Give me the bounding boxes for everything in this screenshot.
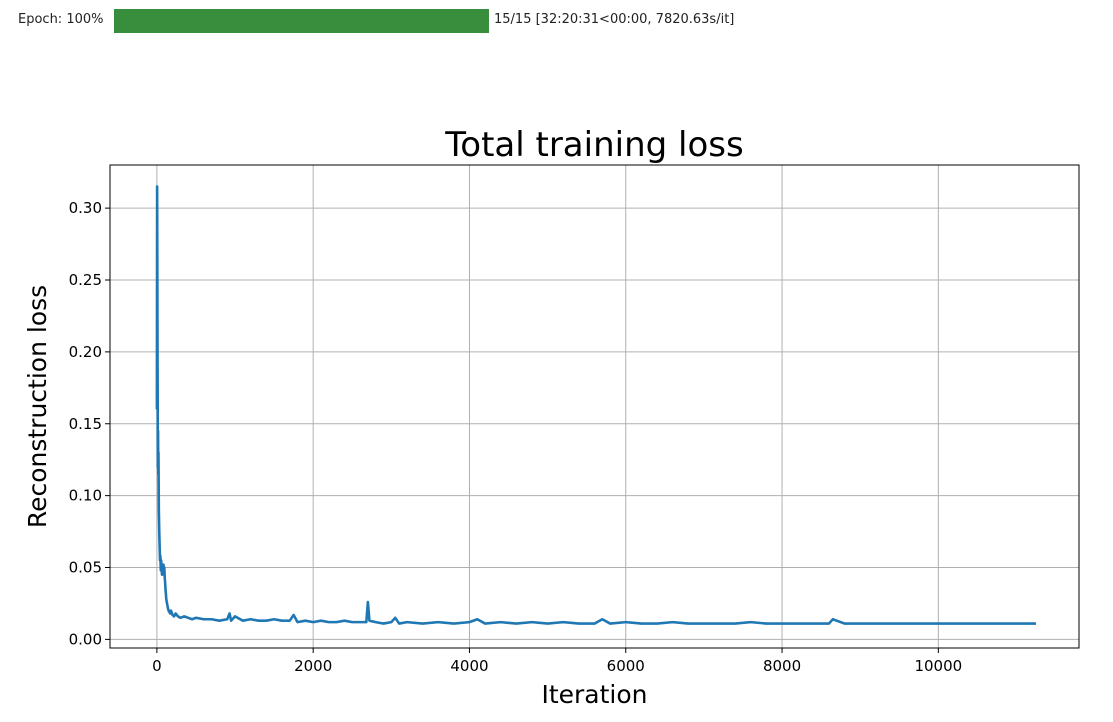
tick-marks: 0 2000 4000 6000 8000 10000 0.00 0.05 0.10 0.15 0.… xyxy=(69,199,963,675)
series-layer xyxy=(155,185,1037,625)
progress-label: Epoch: 100% xyxy=(18,12,104,27)
x-tick-label: 4000 xyxy=(450,657,488,675)
y-tick-label: 0.00 xyxy=(69,630,102,648)
y-tick-label: 0.10 xyxy=(69,487,102,505)
plot-frame xyxy=(109,164,1080,649)
x-tick-label: 8000 xyxy=(763,657,801,675)
progress-bar-row: Epoch: 100% 15/15 [32:20:31<00:00, 7820.… xyxy=(0,6,1113,34)
grid-lines xyxy=(110,165,1079,648)
y-axis-label: Reconstruction loss xyxy=(23,285,52,528)
y-tick-label: 0.15 xyxy=(69,415,102,433)
x-tick-label: 6000 xyxy=(607,657,645,675)
x-axis-label: Iteration xyxy=(541,680,647,709)
chart-title: Total training loss xyxy=(444,125,743,165)
y-tick-label: 0.25 xyxy=(69,271,102,289)
progress-track xyxy=(114,9,489,33)
progress-info: 15/15 [32:20:31<00:00, 7820.63s/it] xyxy=(494,12,735,27)
x-tick-label: 0 xyxy=(152,657,162,675)
y-tick-label: 0.20 xyxy=(69,343,102,361)
y-tick-label: 0.05 xyxy=(69,559,102,577)
loss-series-line xyxy=(155,185,1037,625)
progress-fill xyxy=(114,9,489,33)
x-tick-label: 10000 xyxy=(914,657,962,675)
y-tick-label: 0.30 xyxy=(69,199,102,217)
x-tick-label: 2000 xyxy=(294,657,332,675)
